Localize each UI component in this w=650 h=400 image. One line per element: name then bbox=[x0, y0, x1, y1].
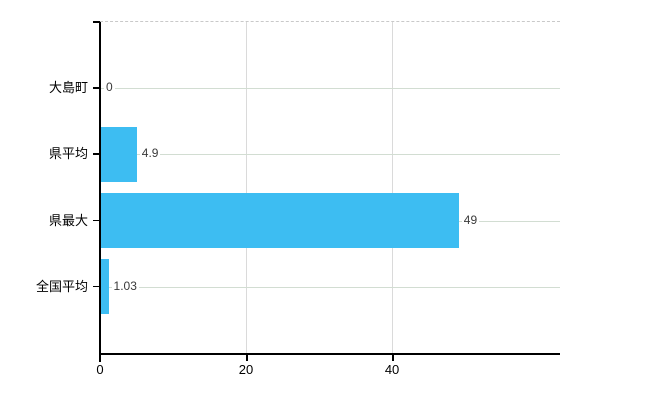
bar bbox=[101, 126, 137, 182]
x-axis bbox=[100, 353, 560, 355]
y-axis bbox=[99, 22, 101, 362]
value-label: 1.03 bbox=[111, 278, 139, 294]
value-label: 0 bbox=[104, 80, 115, 96]
x-tick-label: 0 bbox=[96, 362, 104, 377]
y-axis-top-tick bbox=[93, 21, 100, 23]
plot-top-border bbox=[100, 21, 560, 22]
v-gridline bbox=[246, 22, 248, 353]
bar bbox=[101, 259, 109, 315]
y-axis-label: 全国平均 bbox=[35, 278, 88, 294]
value-label: 49 bbox=[461, 212, 480, 228]
x-axis-tick bbox=[246, 353, 248, 361]
y-axis-label: 県最大 bbox=[48, 212, 88, 228]
h-gridline bbox=[100, 88, 560, 90]
y-axis-tick bbox=[93, 219, 100, 222]
x-axis-tick bbox=[392, 353, 394, 361]
value-label: 4.9 bbox=[139, 146, 161, 162]
h-gridline bbox=[100, 154, 560, 156]
y-axis-label: 県平均 bbox=[48, 146, 88, 162]
bar bbox=[101, 193, 459, 249]
x-tick-label: 40 bbox=[384, 362, 400, 377]
h-gridline bbox=[100, 286, 560, 288]
y-axis-label: 大島町 bbox=[48, 80, 88, 96]
x-tick-label: 20 bbox=[238, 362, 254, 377]
v-gridline bbox=[392, 22, 394, 353]
y-axis-tick bbox=[93, 285, 100, 288]
y-axis-tick bbox=[93, 153, 100, 155]
y-axis-tick bbox=[93, 87, 100, 89]
